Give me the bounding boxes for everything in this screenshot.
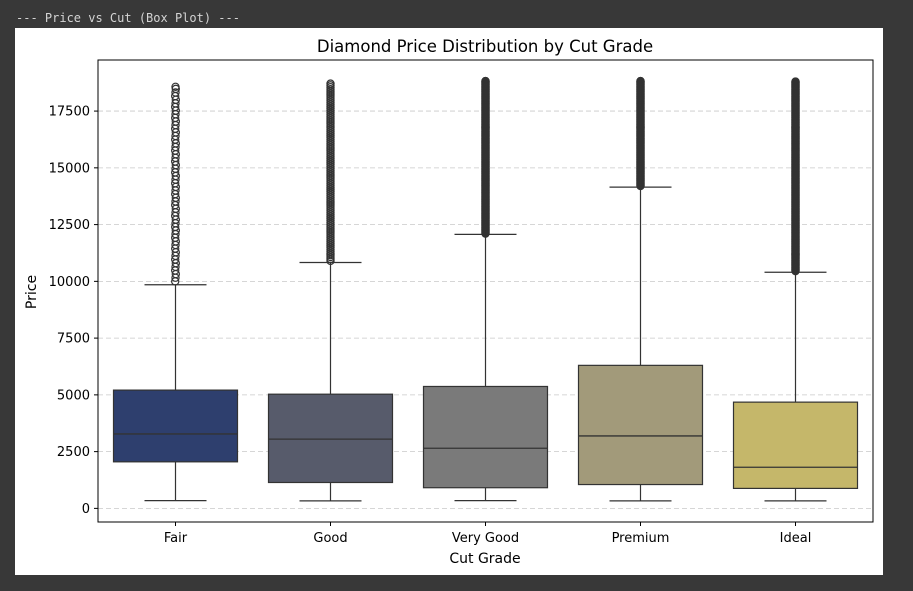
outliers [636, 76, 645, 191]
box-ideal [732, 77, 859, 502]
x-tick-label: Ideal [780, 531, 812, 546]
outlier-point [481, 76, 490, 86]
y-tick-label: 2500 [57, 445, 90, 460]
y-tick-label: 17500 [49, 105, 90, 120]
x-tick-label: Good [313, 531, 347, 546]
outliers [170, 82, 180, 286]
x-tick-label: Fair [164, 531, 188, 546]
outliers [481, 76, 490, 238]
y-tick-label: 0 [82, 502, 90, 517]
y-axis-title: Price [24, 275, 40, 309]
box-plot-chart: Diamond Price Distribution by Cut Grade … [24, 37, 874, 567]
chart-title: Diamond Price Distribution by Cut Grade [317, 37, 653, 56]
x-tick-label: Premium [612, 531, 670, 546]
outliers [326, 79, 335, 266]
outlier-point [171, 88, 180, 97]
box-body [267, 393, 394, 484]
box-body [422, 385, 549, 489]
outlier-point [171, 82, 180, 91]
chart-figure: Diamond Price Distribution by Cut Grade … [15, 28, 883, 575]
outlier-point [636, 76, 645, 86]
console-header: --- Price vs Cut (Box Plot) --- [16, 11, 240, 25]
y-tick-label: 15000 [49, 161, 90, 176]
box-fair [112, 82, 239, 502]
x-axis: Fair Good Very Good Premium Ideal [164, 522, 811, 546]
box-very-good [422, 76, 549, 502]
box-body [577, 364, 704, 486]
box-body [732, 401, 859, 490]
box-series [112, 76, 859, 502]
outliers [791, 77, 800, 276]
x-tick-label: Very Good [452, 531, 519, 546]
y-tick-label: 5000 [57, 388, 90, 403]
box-body [112, 389, 239, 463]
y-axis: 0 2500 5000 7500 10000 12500 15000 17500 [49, 105, 98, 517]
y-tick-label: 12500 [49, 218, 90, 233]
box-good [267, 79, 394, 502]
outlier-point [791, 77, 800, 86]
outlier-point [326, 79, 335, 88]
box-premium [577, 76, 704, 502]
x-axis-title: Cut Grade [449, 551, 520, 567]
y-tick-label: 10000 [49, 275, 90, 290]
y-tick-label: 7500 [57, 332, 90, 347]
